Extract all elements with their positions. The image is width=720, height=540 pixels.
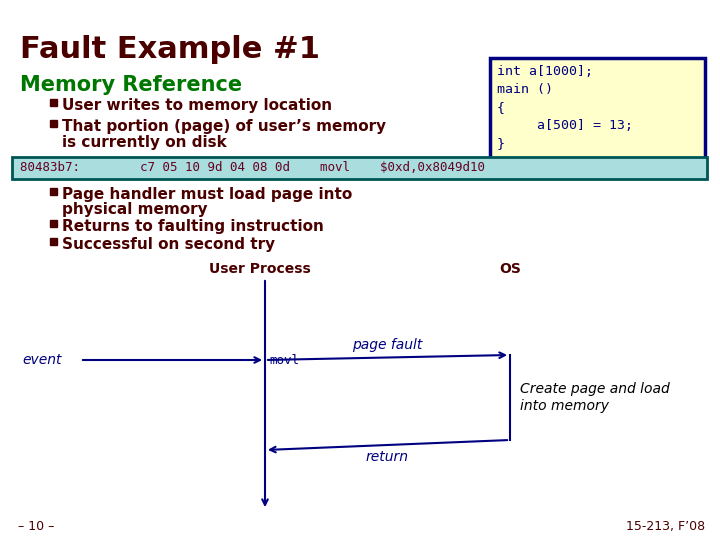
Text: User writes to memory location: User writes to memory location [62, 98, 332, 113]
Text: 15-213, F’08: 15-213, F’08 [626, 520, 705, 533]
Text: Create page and load
into memory: Create page and load into memory [520, 382, 670, 413]
Bar [50, 99, 57, 106]
Text: – 10 –: – 10 – [18, 520, 55, 533]
Text: User Process: User Process [209, 262, 311, 276]
Bar [490, 58, 705, 168]
Text: That portion (page) of user’s memory: That portion (page) of user’s memory [62, 119, 386, 134]
Text: is currently on disk: is currently on disk [62, 135, 227, 150]
Text: Successful on second try: Successful on second try [62, 237, 275, 252]
Text: OS: OS [499, 262, 521, 276]
Bar [50, 238, 57, 245]
Text: page fault: page fault [352, 339, 423, 353]
Bar [50, 188, 57, 195]
Text: Page handler must load page into: Page handler must load page into [62, 187, 352, 202]
Text: Fault Example #1: Fault Example #1 [20, 35, 320, 64]
Text: 80483b7:        c7 05 10 9d 04 08 0d    movl    $0xd,0x8049d10: 80483b7: c7 05 10 9d 04 08 0d movl $0xd,… [20, 161, 485, 174]
Text: int a[1000];
main ()
{
     a[500] = 13;
}: int a[1000]; main () { a[500] = 13; } [497, 65, 633, 150]
Text: return: return [366, 450, 409, 464]
Bar [12, 157, 707, 179]
Bar [50, 120, 57, 127]
Text: event: event [22, 353, 61, 367]
Bar [50, 220, 57, 227]
Text: movl: movl [269, 354, 299, 367]
Text: Memory Reference: Memory Reference [20, 75, 242, 95]
Text: Returns to faulting instruction: Returns to faulting instruction [62, 219, 324, 234]
Text: physical memory: physical memory [62, 202, 207, 217]
